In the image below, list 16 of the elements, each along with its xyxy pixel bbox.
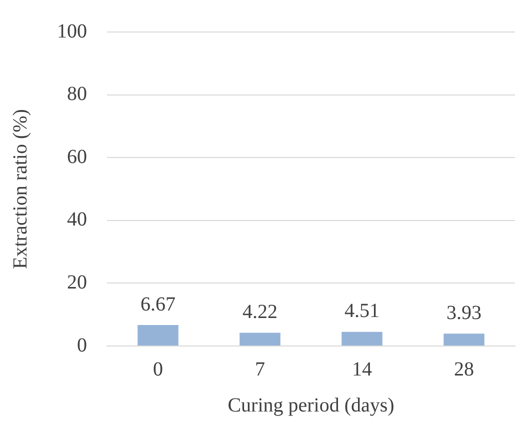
y-tick-label: 0 — [77, 334, 87, 356]
x-tick-label: 14 — [352, 358, 372, 380]
y-tick-label: 40 — [67, 208, 87, 231]
data-label: 4.22 — [242, 301, 278, 323]
x-tick-label: 7 — [255, 358, 265, 380]
y-axis-title: Extraction ratio (%) — [9, 109, 32, 269]
x-axis-title: Curing period (days) — [228, 394, 394, 416]
y-tick-label: 80 — [67, 83, 87, 106]
data-label: 3.93 — [446, 302, 482, 324]
x-tick-label: 28 — [454, 358, 474, 380]
y-tick-label: 100 — [57, 20, 87, 42]
y-tick-label: 60 — [67, 146, 87, 168]
data-label: 4.51 — [344, 300, 380, 322]
x-tick-label: 0 — [153, 358, 163, 380]
y-tick-label: 20 — [67, 271, 87, 294]
data-label: 6.67 — [140, 293, 176, 316]
